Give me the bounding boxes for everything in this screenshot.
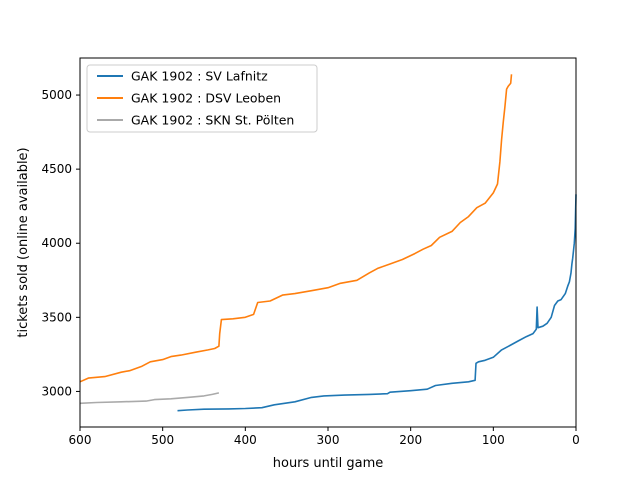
series-line-1 [79,74,513,383]
x-tick-label: 300 [317,433,340,447]
x-tick-label: 0 [572,433,580,447]
x-axis-label: hours until game [273,456,384,471]
legend: GAK 1902 : SV Lafnitz GAK 1902 : DSV Leob… [86,64,318,133]
y-axis: 3000 3500 4000 4500 5000 [41,88,80,398]
legend-label-0: GAK 1902 : SV Lafnitz [131,69,268,84]
x-tick-label: 100 [482,433,505,447]
y-tick-label: 4500 [41,162,72,176]
x-tick-label: 600 [69,433,92,447]
x-tick-label: 500 [151,433,174,447]
x-tick-label: 400 [234,433,257,447]
y-tick-label: 5000 [41,88,72,102]
y-tick-label: 3000 [41,384,72,398]
y-axis-label: tickets sold (online available) [16,147,31,337]
legend-label-2: GAK 1902 : SKN St. Pölten [131,113,294,128]
y-tick-label: 4000 [41,236,72,250]
legend-box [86,64,318,133]
x-axis: 600 500 400 300 200 100 0 [69,427,580,447]
legend-label-1: GAK 1902 : DSV Leoben [131,91,281,106]
x-tick-label: 200 [399,433,422,447]
y-tick-label: 3500 [41,310,72,324]
series-line-0 [177,194,577,412]
series-line-2 [79,392,220,405]
series-layer [79,74,577,412]
